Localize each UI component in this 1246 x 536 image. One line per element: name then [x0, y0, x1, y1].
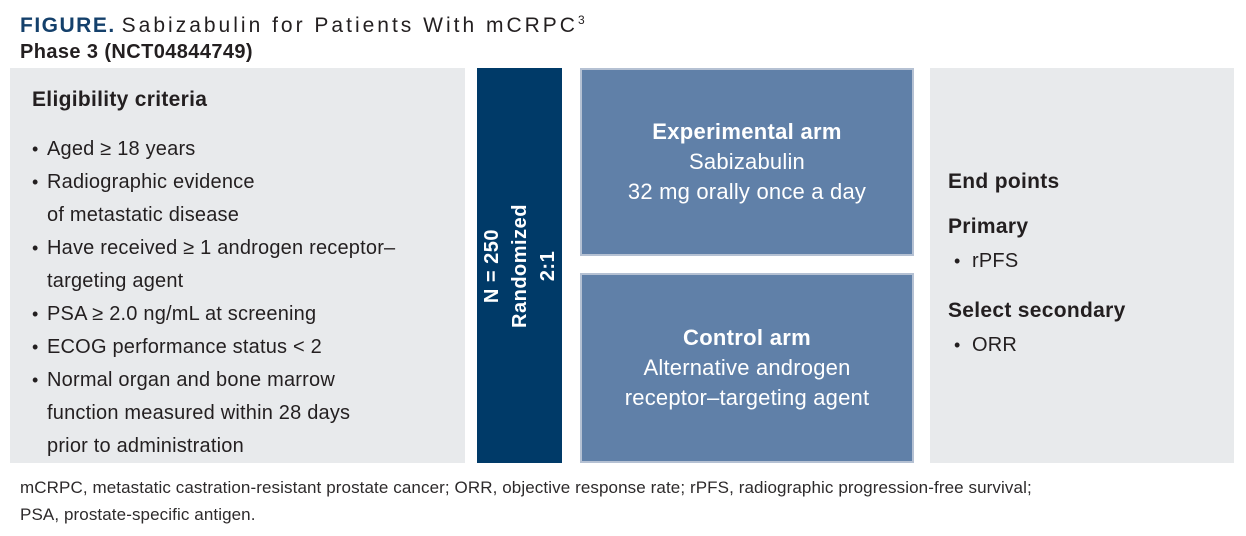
endpoint-item-text: ORR — [972, 333, 1018, 356]
eligibility-item-text: PSA ≥ 2.0 ng/mL at screening — [47, 303, 317, 325]
endpoint-item: • ORR — [948, 329, 1234, 362]
abbreviations-footnote: mCRPC, metastatic castration-resistant p… — [20, 478, 1032, 524]
eligibility-heading: Eligibility criteria — [32, 88, 208, 111]
eligibility-item-text: Aged ≥ 18 years — [47, 138, 196, 160]
figure-title-line: FIGURE. Sabizabulin for Patients With mCR… — [20, 7, 585, 39]
control-arm-title: Control arm — [683, 325, 811, 350]
figure-label: FIGURE. — [20, 14, 116, 37]
endpoints-panel: End points Primary • rPFS Select seconda… — [930, 68, 1234, 463]
control-arm-description: Alternative androgen receptor–targeting … — [624, 355, 870, 410]
eligibility-item: • Have received ≥ 1 androgen receptor– t… — [32, 232, 451, 298]
eligibility-item: • Normal organ and bone marrow function … — [32, 364, 451, 463]
bullet-icon: • — [32, 337, 39, 357]
bullet-icon: • — [954, 250, 961, 271]
endpoints-heading: End points — [948, 169, 1060, 193]
secondary-endpoints-heading: Select secondary — [948, 298, 1126, 322]
figure-header: FIGURE. Sabizabulin for Patients With mCR… — [20, 7, 585, 64]
figure-title-citation: 3 — [577, 13, 585, 27]
randomization-bar: N = 250 Randomized 2:1 — [477, 68, 562, 463]
bullet-icon: • — [32, 370, 39, 390]
experimental-arm-description: Sabizabulin 32 mg orally once a day — [627, 149, 867, 204]
figure-title: Sabizabulin for Patients With mCRPC — [121, 14, 578, 37]
eligibility-item-text: ECOG performance status < 2 — [47, 336, 322, 358]
eligibility-item: • PSA ≥ 2.0 ng/mL at screening — [32, 298, 451, 331]
bullet-icon: • — [32, 139, 39, 159]
experimental-arm-box: Experimental arm Sabizabulin 32 mg orall… — [580, 68, 914, 256]
eligibility-item-text: Radiographic evidence of metastatic dise… — [47, 171, 255, 226]
eligibility-panel: Eligibility criteria • Aged ≥ 18 years •… — [10, 68, 465, 463]
primary-endpoints-heading: Primary — [948, 214, 1029, 238]
bullet-icon: • — [32, 304, 39, 324]
eligibility-item: • Aged ≥ 18 years — [32, 133, 451, 166]
bullet-icon: • — [32, 172, 39, 192]
eligibility-item-text: Normal organ and bone marrow function me… — [47, 369, 351, 457]
control-arm-box: Control arm Alternative androgen recepto… — [580, 273, 914, 463]
experimental-arm-title: Experimental arm — [652, 119, 842, 144]
bullet-icon: • — [32, 238, 39, 258]
eligibility-item-text: Have received ≥ 1 androgen receptor– tar… — [47, 237, 396, 292]
randomization-label: N = 250 Randomized 2:1 — [480, 203, 559, 328]
eligibility-item: • ECOG performance status < 2 — [32, 331, 451, 364]
eligibility-item: • Radiographic evidence of metastatic di… — [32, 166, 451, 232]
endpoint-item: • rPFS — [948, 245, 1234, 278]
bullet-icon: • — [954, 334, 961, 355]
figure-subtitle: Phase 3 (NCT04844749) — [20, 41, 253, 63]
endpoint-item-text: rPFS — [972, 249, 1019, 272]
